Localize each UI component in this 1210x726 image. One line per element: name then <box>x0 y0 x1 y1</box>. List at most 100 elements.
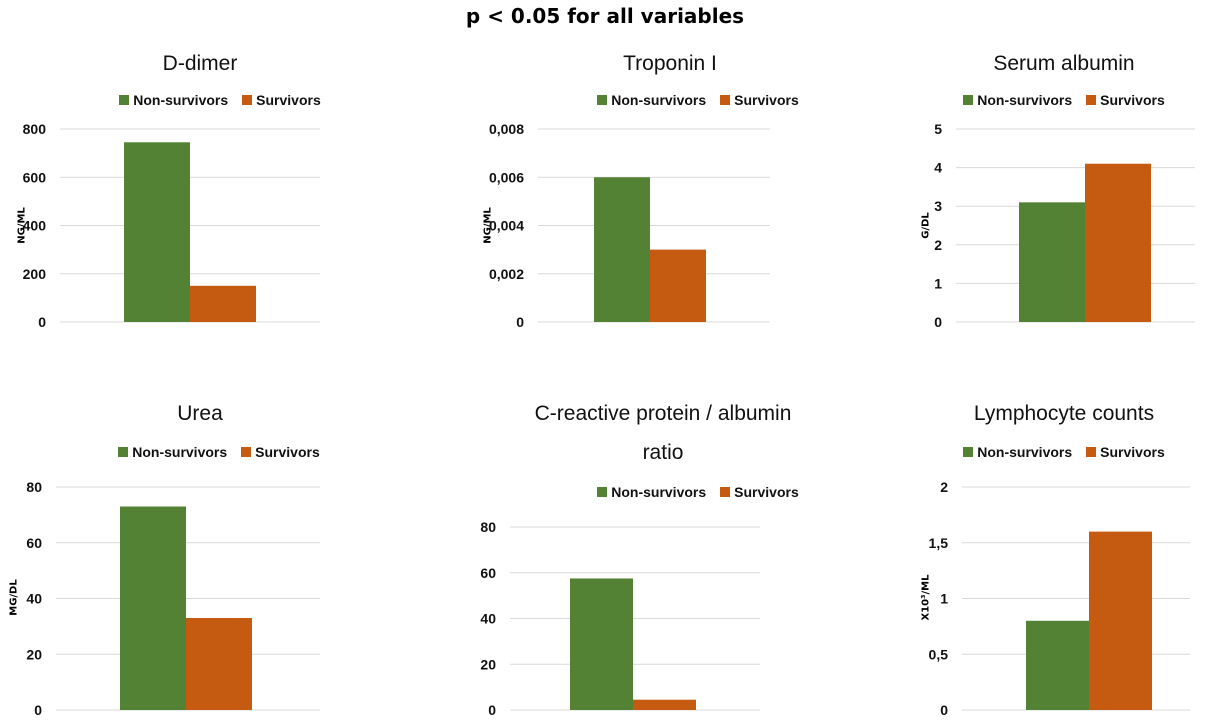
legend-label-non-survivors: Non-survivors <box>132 444 228 460</box>
legend-swatch-survivors <box>1086 95 1097 105</box>
chart-title: D-dimer <box>162 52 238 75</box>
legend-item-survivors: Survivors <box>242 92 321 108</box>
bar-chart-crp-albumin-ratio: 0 20 40 60 80 <box>480 519 760 718</box>
legend-item-survivors: Survivors <box>1086 444 1165 460</box>
chart-title-line2: ratio <box>642 441 684 464</box>
legend-swatch-survivors <box>242 95 253 105</box>
y-tick-label: 2 <box>940 479 948 495</box>
y-tick-label: 0 <box>940 702 948 718</box>
bar-non-survivors <box>1019 202 1085 322</box>
bar-chart-troponin-i: 0 0,002 0,004 0,006 0,008 <box>489 121 770 330</box>
legend-label-survivors: Survivors <box>734 484 799 500</box>
y-tick-label: 40 <box>480 611 496 627</box>
legend-swatch-survivors <box>720 95 731 105</box>
chart-legend: Non-survivors Survivors <box>918 444 1210 460</box>
legend-item-survivors: Survivors <box>241 444 320 460</box>
legend-item-non-survivors: Non-survivors <box>963 92 1072 108</box>
legend-swatch-survivors <box>720 487 731 497</box>
bar-chart-d-dimer: 0 200 400 600 800 <box>23 121 320 330</box>
legend-swatch-non-survivors <box>118 447 129 457</box>
y-axis-label: NG/ML <box>482 207 494 244</box>
chart-title: Serum albumin <box>993 52 1135 75</box>
legend-label-non-survivors: Non-survivors <box>977 444 1073 460</box>
y-tick-label: 800 <box>23 121 47 137</box>
bar-survivors <box>190 285 256 322</box>
y-axis-label: X10³/ML <box>920 574 932 621</box>
legend-swatch-non-survivors <box>119 95 130 105</box>
y-tick-label: 0 <box>516 314 524 330</box>
y-tick-label: 1 <box>940 591 948 607</box>
legend-item-non-survivors: Non-survivors <box>597 484 706 500</box>
y-tick-label: 80 <box>480 519 496 535</box>
chart-legend: Non-survivors Survivors <box>526 484 870 500</box>
legend-label-non-survivors: Non-survivors <box>133 92 229 108</box>
chart-title: Lymphocyte counts <box>973 402 1155 425</box>
bar-chart-urea: 0 20 40 60 80 <box>26 479 320 718</box>
y-tick-label: 40 <box>26 591 42 607</box>
bar-chart-serum-albumin: 0 1 2 3 4 5 <box>934 121 1195 330</box>
bar-survivors <box>1085 163 1151 322</box>
y-tick-label: 0,008 <box>489 121 524 137</box>
y-tick-label: 0,5 <box>929 646 949 662</box>
y-tick-label: 0 <box>488 702 496 718</box>
chart-legend: Non-survivors Survivors <box>526 92 870 108</box>
bar-non-survivors <box>570 578 633 710</box>
chart-title: Troponin I <box>623 52 717 75</box>
legend-item-non-survivors: Non-survivors <box>119 92 228 108</box>
figure-title: p < 0.05 for all variables <box>465 4 745 28</box>
bar-non-survivors <box>1026 620 1089 710</box>
bar-survivors <box>186 618 252 710</box>
legend-item-non-survivors: Non-survivors <box>118 444 227 460</box>
legend-label-non-survivors: Non-survivors <box>611 92 707 108</box>
bar-non-survivors <box>594 177 650 322</box>
legend-label-survivors: Survivors <box>1100 444 1165 460</box>
y-tick-label: 400 <box>23 218 47 234</box>
y-axis-label: MG/DL <box>8 579 20 616</box>
legend-swatch-non-survivors <box>963 95 974 105</box>
legend-item-survivors: Survivors <box>720 92 799 108</box>
y-tick-label: 4 <box>934 160 942 176</box>
legend-item-non-survivors: Non-survivors <box>597 92 706 108</box>
chart-legend: Non-survivors Survivors <box>38 444 400 460</box>
y-tick-label: 0,006 <box>489 169 524 185</box>
bar-non-survivors <box>120 506 186 710</box>
y-tick-label: 0 <box>38 314 46 330</box>
chart-legend: Non-survivors Survivors <box>40 92 400 108</box>
chart-panel-troponin-i: Troponin I Non-survivors Survivors NG/ML… <box>470 40 870 340</box>
bar-non-survivors <box>124 142 190 322</box>
chart-panel-lymphocyte-counts: Lymphocyte counts Non-survivors Survivor… <box>900 392 1210 721</box>
legend-item-survivors: Survivors <box>1086 92 1165 108</box>
legend-swatch-survivors <box>1086 447 1097 457</box>
y-tick-label: 1 <box>934 275 942 291</box>
legend-swatch-non-survivors <box>597 95 608 105</box>
bar-survivors <box>1089 531 1152 710</box>
chart-panel-d-dimer: D-dimer Non-survivors Survivors NG/ML 0 2… <box>0 40 400 340</box>
y-tick-label: 60 <box>480 565 496 581</box>
y-tick-label: 60 <box>26 535 42 551</box>
bar-chart-lymphocyte-counts: 0 0,5 1 1,5 2 <box>929 479 1190 718</box>
legend-swatch-non-survivors <box>963 447 974 457</box>
chart-legend: Non-survivors Survivors <box>918 92 1210 108</box>
chart-title: Urea <box>177 402 223 425</box>
chart-panel-crp-albumin-ratio: C-reactive protein / albumin ratio Non-s… <box>470 392 870 721</box>
bar-survivors <box>633 699 696 710</box>
y-tick-label: 20 <box>480 656 496 672</box>
y-tick-label: 80 <box>26 479 42 495</box>
legend-label-non-survivors: Non-survivors <box>611 484 707 500</box>
y-tick-label: 5 <box>934 121 942 137</box>
legend-label-survivors: Survivors <box>255 444 320 460</box>
y-tick-label: 2 <box>934 237 942 253</box>
y-tick-label: 600 <box>23 169 47 185</box>
legend-label-survivors: Survivors <box>256 92 321 108</box>
y-tick-label: 0 <box>934 314 942 330</box>
y-tick-label: 1,5 <box>929 535 949 551</box>
chart-panel-serum-albumin: Serum albumin Non-survivors Survivors G/… <box>900 40 1210 340</box>
y-tick-label: 20 <box>26 646 42 662</box>
bar-survivors <box>650 249 706 322</box>
legend-label-non-survivors: Non-survivors <box>977 92 1073 108</box>
legend-item-survivors: Survivors <box>720 484 799 500</box>
y-tick-label: 0,004 <box>489 218 524 234</box>
y-tick-label: 200 <box>23 266 47 282</box>
legend-swatch-non-survivors <box>597 487 608 497</box>
legend-label-survivors: Survivors <box>734 92 799 108</box>
